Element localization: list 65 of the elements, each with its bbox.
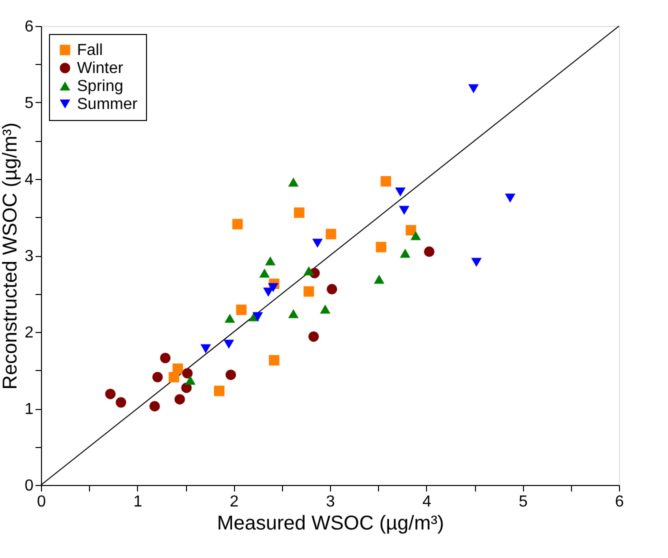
point xyxy=(320,304,330,314)
x-tick-label: 6 xyxy=(615,494,624,510)
point xyxy=(265,256,276,266)
point xyxy=(226,370,236,380)
y-tick-label: 1 xyxy=(24,401,34,418)
point xyxy=(326,284,338,294)
x-axis-title: Measured WSOC (µg/m³) xyxy=(216,512,444,534)
point xyxy=(304,266,314,276)
point xyxy=(406,225,416,236)
point xyxy=(410,231,421,240)
y-tick-label: 3 xyxy=(24,248,34,265)
point xyxy=(232,218,243,230)
point xyxy=(214,386,224,396)
point xyxy=(376,242,386,252)
point xyxy=(308,331,319,342)
point xyxy=(174,394,185,405)
point xyxy=(263,288,274,297)
point xyxy=(259,268,270,278)
legend-label: Spring xyxy=(77,78,124,95)
legend-label: Winter xyxy=(77,60,124,77)
point xyxy=(149,400,160,412)
y-tick-label: 5 xyxy=(24,95,34,112)
point xyxy=(326,228,336,240)
point xyxy=(380,176,392,187)
point xyxy=(268,283,278,292)
point xyxy=(312,238,323,248)
point xyxy=(224,340,234,349)
point xyxy=(395,187,406,197)
point xyxy=(152,372,163,382)
y-tick-label: 0 xyxy=(24,478,34,494)
point xyxy=(268,355,280,366)
y-tick-label: 2 xyxy=(24,324,34,342)
point xyxy=(374,274,384,284)
point xyxy=(504,194,516,203)
x-tick-label: 2 xyxy=(230,494,239,510)
point xyxy=(185,376,196,385)
point xyxy=(252,312,263,322)
y-tick-label: 6 xyxy=(24,18,34,36)
point xyxy=(424,246,434,257)
point xyxy=(181,382,192,394)
point xyxy=(304,286,314,297)
x-tick-label: 4 xyxy=(422,494,432,510)
point xyxy=(200,344,211,354)
point xyxy=(236,304,247,316)
point xyxy=(471,258,482,267)
x-tick-label: 3 xyxy=(326,494,336,510)
point xyxy=(468,84,479,94)
y-tick-label: 4 xyxy=(24,172,34,188)
point xyxy=(224,314,236,323)
x-tick-label: 0 xyxy=(37,494,46,510)
point xyxy=(288,309,299,318)
legend-label: Fall xyxy=(77,42,103,59)
x-tick-label: 5 xyxy=(518,494,528,510)
point xyxy=(294,207,304,218)
point xyxy=(116,397,126,408)
point xyxy=(400,248,410,258)
y-axis-title: Reconstructed WSOC (µg/m³) xyxy=(0,122,22,390)
point xyxy=(288,178,299,187)
point xyxy=(398,206,410,215)
point xyxy=(182,368,193,379)
legend-label: Summer xyxy=(77,96,138,113)
point xyxy=(168,372,180,382)
x-tick-label: 1 xyxy=(133,494,142,510)
point xyxy=(160,352,171,364)
point xyxy=(105,388,116,400)
